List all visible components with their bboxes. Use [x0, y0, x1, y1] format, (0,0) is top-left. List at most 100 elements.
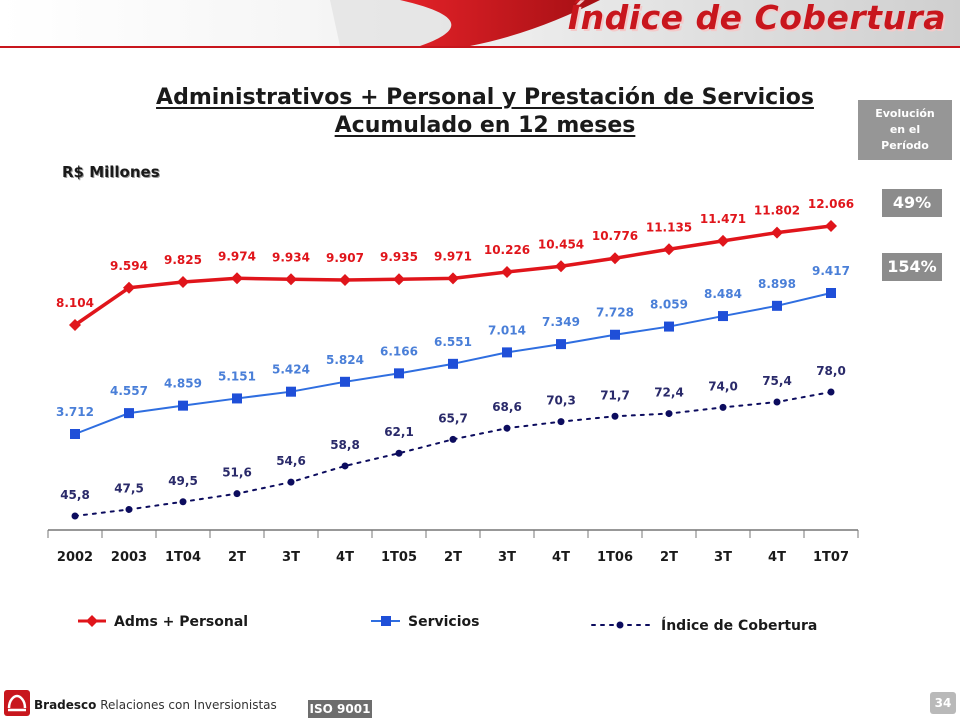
x-tick-label: 3T — [714, 550, 732, 565]
servicios-marker — [610, 329, 620, 340]
indice-marker — [179, 498, 187, 506]
adms-data-label: 10.454 — [538, 237, 584, 251]
footer-brand-name: Bradesco — [34, 698, 97, 712]
adms-data-label: 9.935 — [380, 250, 418, 264]
indice-marker — [611, 412, 619, 420]
indice-data-label: 72,4 — [654, 386, 684, 400]
servicios-data-label: 5.424 — [272, 363, 310, 377]
x-tick-label: 1T05 — [381, 550, 417, 565]
adms-data-label: 10.226 — [484, 243, 530, 257]
indice-marker — [773, 398, 781, 406]
x-tick-label: 2003 — [111, 550, 147, 565]
x-tick-label: 3T — [498, 550, 516, 565]
legend-indice-marker — [616, 621, 624, 629]
servicios-data-label: 9.417 — [812, 264, 850, 278]
header-divider — [0, 46, 960, 48]
servicios-data-label: 8.059 — [650, 298, 688, 312]
servicios-marker — [178, 400, 188, 411]
servicios-data-label: 3.712 — [56, 405, 94, 419]
bradesco-logo-icon — [4, 690, 30, 716]
indice-data-label: 75,4 — [762, 374, 792, 388]
x-tick-label: 3T — [282, 550, 300, 565]
adms-marker — [609, 252, 621, 265]
servicios-growth-badge: 154% — [882, 253, 942, 281]
adms-marker — [663, 243, 675, 256]
indice-marker — [503, 424, 511, 432]
header-band — [0, 0, 960, 46]
page-number: 34 — [930, 692, 956, 714]
indice-data-label: 47,5 — [114, 481, 144, 495]
adms-marker — [339, 273, 351, 286]
adms-data-label: 8.104 — [56, 296, 94, 310]
line-chart: 2002 2003 1T04 2T 3T 4T 1T05 2T 3T 4T 1T06 2T 3T 4T 1T… — [47, 197, 859, 634]
indice-marker — [233, 490, 241, 498]
x-tick-label: 4T — [336, 550, 354, 565]
servicios-data-label: 8.484 — [704, 287, 742, 301]
indice-data-label: 54,6 — [276, 454, 306, 468]
servicios-data-label: 8.898 — [758, 277, 796, 291]
x-tick-label: 2T — [660, 550, 678, 565]
legend-indice-label: Índice de Cobertura — [661, 617, 817, 634]
footer-brand: Bradesco Relaciones con Inversionistas — [34, 698, 277, 712]
x-tick-label: 2T — [228, 550, 246, 565]
x-tick-label: 2002 — [57, 550, 93, 565]
servicios-marker — [448, 358, 458, 369]
adms-data-label: 9.907 — [326, 251, 364, 265]
servicios-marker — [718, 311, 728, 322]
adms-marker — [447, 272, 459, 285]
legend-servicios-label: Servicios — [408, 614, 479, 630]
legend-servicios-marker — [381, 616, 391, 626]
servicios-data-label: 7.014 — [488, 323, 526, 337]
servicios-marker — [340, 376, 350, 387]
servicios-marker — [394, 368, 404, 379]
indice-marker — [287, 478, 295, 486]
servicios-marker — [502, 347, 512, 358]
servicios-marker — [556, 339, 566, 350]
adms-data-label: 11.471 — [700, 212, 746, 226]
servicios-marker — [286, 386, 296, 397]
servicios-marker — [772, 300, 782, 311]
evolution-line-3: Período — [881, 139, 929, 152]
x-tick-label: 1T07 — [813, 550, 849, 565]
indice-marker — [125, 505, 133, 513]
evolution-line-1: Evolución — [875, 107, 935, 120]
adms-data-label: 9.825 — [164, 253, 202, 267]
legend-adms-label: Adms + Personal — [114, 614, 248, 630]
servicios-marker — [232, 393, 242, 404]
adms-data-label: 10.776 — [592, 229, 638, 243]
adms-data-label: 9.934 — [272, 250, 310, 264]
adms-data-label: 11.802 — [754, 204, 800, 218]
adms-marker — [717, 234, 729, 247]
indice-marker — [341, 462, 349, 470]
adms-data-label: 9.971 — [434, 249, 472, 263]
indice-data-label: 58,8 — [330, 438, 360, 452]
x-tick-label: 4T — [768, 550, 786, 565]
x-tick-label: 4T — [552, 550, 570, 565]
adms-marker — [123, 281, 135, 294]
adms-data-label: 9.594 — [110, 259, 148, 273]
indice-data-label: 49,5 — [168, 474, 198, 488]
evolution-line-2: en el — [889, 123, 921, 136]
adms-marker — [555, 260, 567, 273]
servicios-marker — [826, 288, 836, 298]
indice-marker — [719, 403, 727, 411]
adms-marker — [69, 319, 81, 331]
evolution-box: Evolución en el Período — [858, 100, 952, 160]
servicios-data-label: 4.557 — [110, 384, 148, 398]
indice-marker — [71, 512, 79, 520]
indice-data-label: 51,6 — [222, 466, 252, 480]
page-title: Índice de Cobertura — [567, 0, 946, 37]
servicios-marker — [664, 321, 674, 332]
indice-data-label: 62,1 — [384, 425, 414, 439]
servicios-data-label: 5.151 — [218, 369, 256, 383]
servicios-marker — [124, 408, 134, 419]
servicios-data-label: 7.349 — [542, 315, 580, 329]
adms-marker — [393, 273, 405, 286]
adms-marker — [825, 220, 837, 232]
x-tick-label: 1T04 — [165, 550, 201, 565]
adms-data-label: 9.974 — [218, 249, 256, 263]
iso-badge: ISO 9001 — [308, 700, 372, 718]
adms-growth-badge: 49% — [882, 189, 942, 217]
servicios-data-label: 6.551 — [434, 335, 472, 349]
adms-marker — [285, 273, 297, 286]
